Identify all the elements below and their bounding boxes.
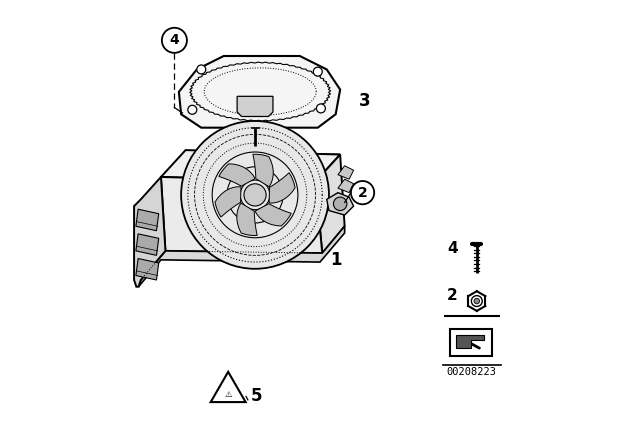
Polygon shape [219, 164, 255, 186]
Polygon shape [215, 187, 241, 217]
Polygon shape [211, 372, 246, 402]
Polygon shape [161, 150, 340, 181]
Polygon shape [136, 209, 159, 231]
Circle shape [472, 296, 482, 306]
Polygon shape [327, 193, 353, 215]
Text: ⚠: ⚠ [225, 390, 232, 399]
Text: 2: 2 [358, 185, 367, 200]
Text: 4: 4 [170, 33, 179, 47]
Circle shape [474, 298, 479, 304]
Circle shape [181, 121, 329, 269]
Polygon shape [237, 203, 257, 236]
Circle shape [162, 28, 187, 53]
Text: 3: 3 [359, 92, 371, 110]
Text: 1: 1 [330, 251, 341, 269]
Text: 5: 5 [251, 388, 262, 405]
Circle shape [316, 104, 325, 113]
Polygon shape [316, 155, 345, 253]
Polygon shape [136, 258, 159, 280]
Circle shape [314, 67, 323, 76]
Bar [450, 329, 493, 356]
Polygon shape [161, 177, 323, 253]
Polygon shape [269, 173, 295, 203]
Circle shape [333, 197, 347, 211]
Polygon shape [134, 177, 165, 287]
Polygon shape [255, 204, 291, 226]
Circle shape [244, 184, 266, 206]
Polygon shape [136, 234, 159, 255]
Circle shape [197, 65, 206, 74]
Text: 00208223: 00208223 [447, 367, 497, 377]
Polygon shape [161, 152, 340, 181]
Polygon shape [179, 56, 340, 128]
Circle shape [188, 105, 197, 114]
Polygon shape [338, 179, 353, 193]
Polygon shape [253, 154, 273, 187]
Text: 2: 2 [447, 288, 458, 303]
Text: 4: 4 [447, 241, 458, 256]
Polygon shape [456, 335, 484, 348]
Polygon shape [139, 226, 345, 287]
Circle shape [351, 181, 374, 204]
Polygon shape [237, 96, 273, 116]
Polygon shape [338, 166, 353, 179]
